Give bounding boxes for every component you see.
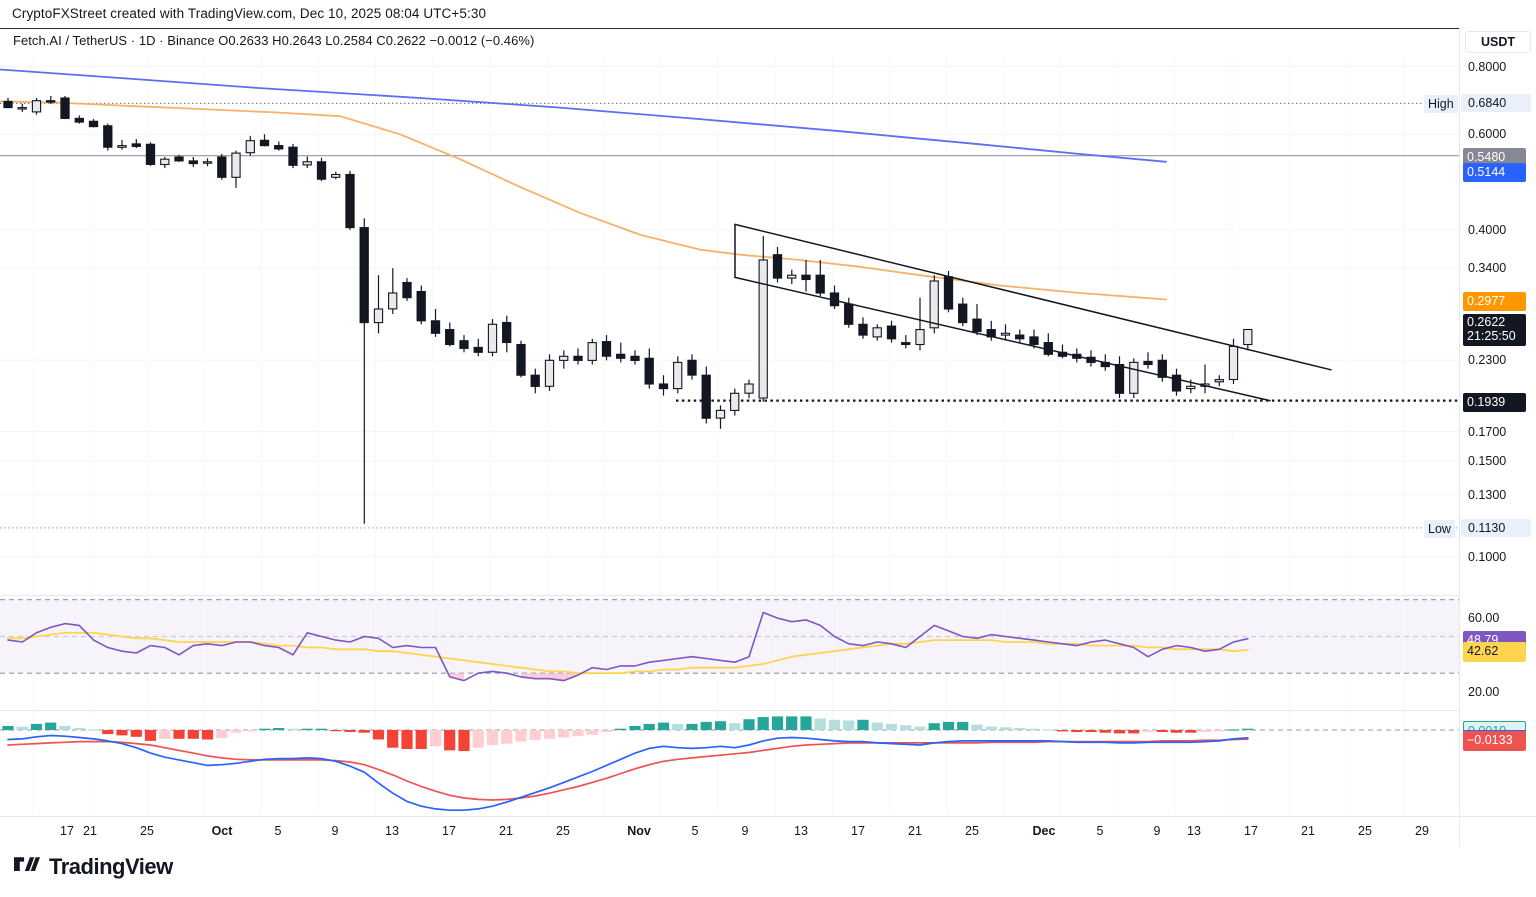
time-tick: 5 [691,824,699,838]
time-tick: Oct [211,824,233,838]
time-tick: 17 [442,824,456,838]
price-badge: 0.5144 [1463,162,1526,183]
price-tick: 0.2300 [1468,353,1507,368]
time-tick: 13 [1187,824,1201,838]
price-pane[interactable] [0,55,1459,595]
time-tick: 21 [1301,824,1315,838]
time-tick: 17 [851,824,865,838]
header-divider [0,28,1459,29]
price-plot [0,55,1459,595]
price-tick: 0.6000 [1468,127,1507,142]
tradingview-mark-icon [14,857,40,871]
time-tick: 25 [140,824,154,838]
time-tick: 17 [60,824,74,838]
pane-divider-2 [0,710,1459,711]
currency-label: USDT [1465,31,1531,53]
price-extreme-value: 0.6840 [1468,96,1507,111]
time-tick: Dec [1032,824,1056,838]
macd-plot [0,711,1459,815]
tradingview-logo[interactable]: TradingView [14,854,173,880]
price-extreme-tag: Low [1424,519,1455,538]
time-axis-divider [1459,817,1460,847]
rsi-tick: 60.00 [1468,611,1500,626]
time-tick: 17 [1244,824,1258,838]
price-badge: 0.5480 [1463,147,1526,168]
time-tick: 21 [908,824,922,838]
price-tick: 0.8000 [1468,59,1507,74]
rsi-plot [0,596,1459,710]
price-extreme-row [1461,94,1531,113]
time-tick: 25 [1358,824,1372,838]
time-tick: 13 [794,824,808,838]
price-tick: 0.1000 [1468,549,1507,564]
time-tick: 9 [741,824,749,838]
time-tick: 9 [1153,824,1161,838]
price-extreme-value: 0.1130 [1468,520,1506,535]
time-tick: 5 [1096,824,1104,838]
time-axis[interactable]: 17 21 25 Oct 5 9 13 17 21 25 Nov 5 9 13 17 21 25 Dec 5 9 13 1… [0,816,1536,847]
price-tick: 0.1700 [1468,424,1507,439]
price-tick: 0.3400 [1468,261,1507,276]
price-badge: 0.2977 [1463,291,1526,312]
time-tick: 21 [83,824,97,838]
time-tick: 29 [1415,824,1429,838]
price-tick: 0.1500 [1468,454,1507,469]
price-extreme-row [1461,518,1531,537]
time-tick: Nov [627,824,651,838]
time-tick: 13 [385,824,399,838]
rsi-tick: 20.00 [1468,684,1500,699]
price-badge: −0.0133 [1463,731,1526,751]
price-extreme-tag: High [1424,95,1458,114]
macd-pane[interactable] [0,711,1459,815]
time-tick: 5 [274,824,282,838]
time-tick: 25 [556,824,570,838]
time-tick: 21 [499,824,513,838]
price-badge: 42.62 [1463,642,1526,662]
tradingview-wordmark: TradingView [49,854,173,879]
attribution-text: CryptoFXStreet created with TradingView.… [12,6,487,21]
symbol-legend[interactable]: Fetch.AI / TetherUS · 1D · Binance O0.26… [13,33,535,48]
price-badge: 0.1939 [1463,392,1526,413]
pane-divider-1 [0,595,1459,596]
price-tick: 0.1300 [1468,487,1507,502]
time-tick: 9 [331,824,339,838]
price-tick: 0.4000 [1468,222,1507,237]
price-badge: 0.2622 21:25:50 [1463,314,1526,347]
time-tick: 25 [965,824,979,838]
rsi-pane[interactable] [0,596,1459,710]
